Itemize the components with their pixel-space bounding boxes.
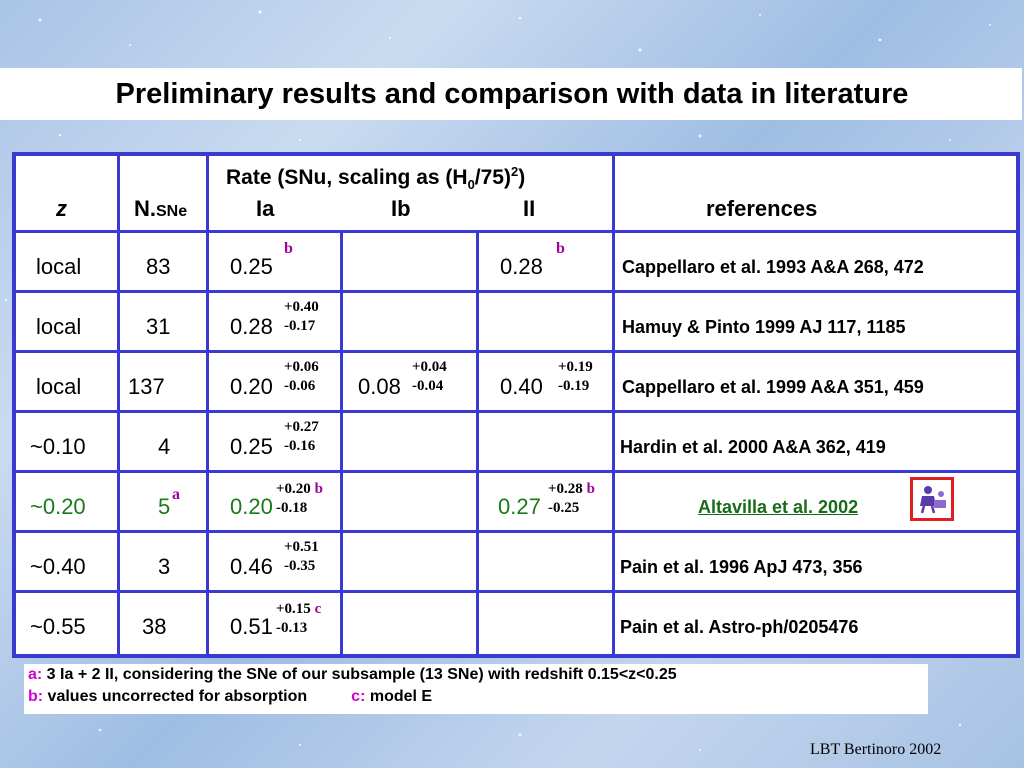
footnotes: a: 3 Ia + 2 II, considering the SNe of o… [24,664,928,714]
row-3-n: 137 [128,374,165,399]
row-4-n: 4 [158,434,171,459]
footer-text: LBT Bertinoro 2002 [810,741,942,758]
results-table: z N.SNe Rate (SNu, scaling as (H0/75)2) … [12,152,1020,658]
row-2-z: local [36,314,82,339]
row-7-reference: Pain et al. Astro-ph/0205476 [620,617,859,637]
row-1-ii: 0.28 [500,254,543,279]
row-5-ii-error: +0.28 b -0.25 [548,481,595,516]
row-3-ia: 0.20 [230,374,273,399]
row-3-ib-error: +0.04 -0.04 [412,359,447,394]
row-2-reference: Hamuy & Pinto 1999 AJ 117, 1185 [622,317,906,337]
row-7-n: 38 [142,614,167,639]
row-3-ib: 0.08 [358,374,401,399]
row-6-ia-error: +0.51 -0.35 [284,539,319,574]
row-7-ia-error: +0.15 c -0.13 [276,601,322,636]
row-3-ii-error: +0.19 -0.19 [558,359,593,394]
row-2-n: 31 [146,314,171,339]
row-3-ii: 0.40 [500,374,543,399]
row-5-ia: 0.20 [230,494,273,519]
header-z: z [56,196,67,221]
row-4-ia: 0.25 [230,434,273,459]
row-5-reference-link[interactable]: Altavilla et al. 2002 [698,497,859,517]
scientist-icon-button[interactable] [910,477,954,521]
header-ia: Ia [256,196,275,221]
footnote-a: a: 3 Ia + 2 II, considering the SNe of o… [28,666,677,683]
row-6-ia: 0.46 [230,554,273,579]
row-3-z: local [36,374,82,399]
header-rate: Rate (SNu, scaling as (H0/75)2) [226,164,526,193]
row-5-ia-error: +0.20 b -0.18 [276,481,323,516]
row-1-ia-note: b [284,240,293,257]
row-5-n-note: a [172,486,180,503]
row-1-ii-note: b [556,240,565,257]
row-5-z: ~0.20 [30,494,86,519]
row-1-n: 83 [146,254,171,279]
row-4-z: ~0.10 [30,434,86,459]
row-7-z: ~0.55 [30,614,86,639]
row-5-ii: 0.27 [498,494,541,519]
header-ii: II [523,196,536,221]
footnote-b-c: b: values uncorrected for absorption c: m… [28,688,433,705]
scientist-icon [916,483,948,515]
row-3-ia-error: +0.06 -0.06 [284,359,319,394]
row-6-reference: Pain et al. 1996 ApJ 473, 356 [620,557,863,577]
row-5-n: 5 [158,494,171,519]
title-band [0,68,1022,120]
row-2-ia: 0.28 [230,314,273,339]
row-1-reference: Cappellaro et al. 1993 A&A 268, 472 [622,257,924,277]
header-n-sne: N.SNe [134,196,188,221]
row-1-ia: 0.25 [230,254,273,279]
header-ib: Ib [391,196,411,221]
row-6-z: ~0.40 [30,554,86,579]
header-references: references [706,196,818,221]
row-4-ia-error: +0.27 -0.16 [284,419,319,454]
row-6-n: 3 [158,554,171,579]
row-1-z: local [36,254,82,279]
row-7-ia: 0.51 [230,614,273,639]
row-4-reference: Hardin et al. 2000 A&A 362, 419 [620,437,886,457]
slide-title: Preliminary results and comparison with … [115,78,909,110]
row-2-ia-error: +0.40 -0.17 [284,299,319,334]
row-3-reference: Cappellaro et al. 1999 A&A 351, 459 [622,377,924,397]
